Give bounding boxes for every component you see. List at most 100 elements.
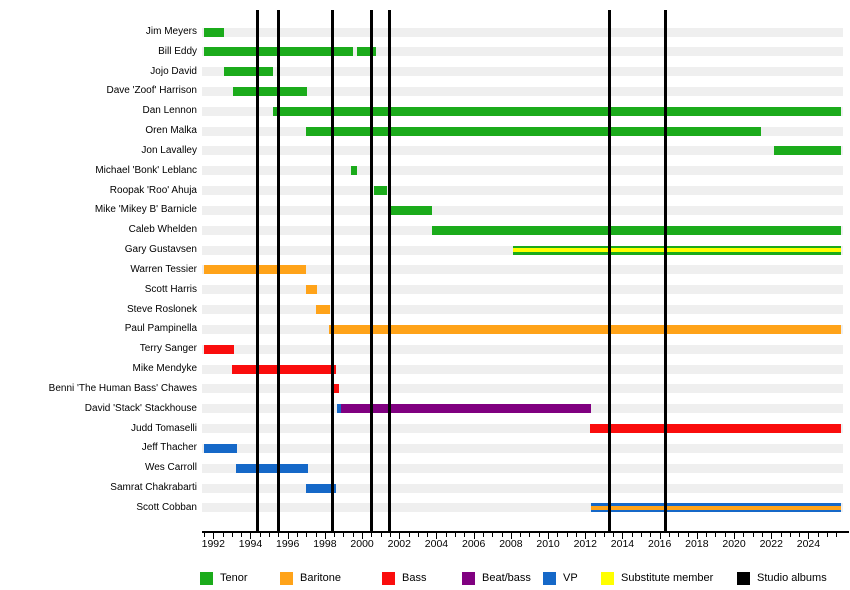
x-axis-minor-tick <box>613 533 615 537</box>
member-label: Bill Eddy <box>158 45 197 57</box>
x-axis-tick-label: 2006 <box>461 538 486 550</box>
x-axis-tick-label: 1996 <box>276 538 300 550</box>
row-background-band <box>202 384 843 394</box>
row-background-band <box>202 285 843 295</box>
x-axis-major-tick <box>324 533 326 539</box>
member-label: Jim Meyers <box>145 26 197 37</box>
x-axis-minor-tick <box>352 533 354 537</box>
row-background-band <box>202 305 843 315</box>
member-label: Jojo David <box>150 65 197 77</box>
member-label: Terry Sanger <box>139 343 197 355</box>
member-label: Judd Tomaselli <box>131 422 197 434</box>
x-axis-tick-label: 2002 <box>387 538 411 550</box>
x-axis-minor-tick <box>501 533 503 537</box>
x-axis-minor-tick <box>408 533 410 537</box>
x-axis-minor-tick <box>752 533 754 537</box>
row-background-band <box>202 166 843 176</box>
x-axis-major-tick <box>548 533 550 539</box>
member-label: Roopak 'Roo' Ahuja <box>109 184 197 196</box>
tenure-bar <box>306 285 317 295</box>
x-axis-minor-tick <box>529 533 531 537</box>
x-axis-minor-tick <box>343 533 345 537</box>
member-label: Mike Mendyke <box>132 363 197 375</box>
x-axis-major-tick <box>287 533 289 539</box>
x-axis-minor-tick <box>482 533 484 537</box>
legend-swatch-icon <box>601 572 614 585</box>
x-axis-tick-label: 2012 <box>573 538 597 550</box>
row-background-band <box>202 463 843 473</box>
tenure-bar <box>231 364 337 374</box>
x-axis-minor-tick <box>204 533 205 537</box>
tenure-bar <box>235 463 309 473</box>
x-axis-major-tick <box>659 533 661 539</box>
legend-swatch-icon <box>382 572 395 585</box>
x-axis-major-tick <box>696 533 698 539</box>
tenure-bar <box>374 186 388 196</box>
x-axis-minor-tick <box>222 533 224 537</box>
x-axis-minor-tick <box>334 533 336 537</box>
row-background-band <box>202 67 843 77</box>
x-axis-minor-tick <box>538 533 540 537</box>
x-axis-tick-label: 1998 <box>313 538 337 550</box>
x-axis-minor-tick <box>259 533 261 537</box>
row-background-band <box>202 364 843 374</box>
x-axis-minor-tick <box>557 533 559 537</box>
x-axis-tick-label: 2016 <box>647 538 672 550</box>
studio-album-line <box>663 10 667 531</box>
x-axis-major-tick <box>362 533 364 539</box>
x-axis-minor-tick <box>817 533 819 537</box>
x-axis-major-tick <box>473 533 475 539</box>
x-axis-major-tick <box>734 533 736 539</box>
substitute-stripe <box>512 248 841 253</box>
row-background-band <box>202 483 843 493</box>
x-axis-minor-tick <box>743 533 745 537</box>
x-axis-tick-label: 2014 <box>610 538 635 550</box>
legend-item-bass: Bass <box>382 572 426 585</box>
tenure-bar <box>272 106 841 116</box>
member-label: Steve Roslonek <box>126 303 197 315</box>
x-axis-minor-tick <box>650 533 652 537</box>
legend-label: Baritone <box>300 572 341 584</box>
tenure-bar <box>204 27 224 37</box>
member-label: Jon Lavalley <box>141 144 197 156</box>
x-axis-minor-tick <box>668 533 670 537</box>
x-axis-minor-tick <box>724 533 726 537</box>
member-label: Jeff Thacher <box>141 442 197 454</box>
member-label: Benni 'The Human Bass' Chawes <box>48 382 197 394</box>
x-axis-minor-tick <box>603 533 605 537</box>
x-axis-minor-tick <box>427 533 429 537</box>
row-background-band <box>202 86 843 96</box>
legend-item-studio-albums: Studio albums <box>737 572 827 585</box>
x-axis-minor-tick <box>836 533 838 537</box>
x-axis-major-tick <box>250 533 252 539</box>
studio-album-line <box>369 10 373 531</box>
x-axis-major-tick <box>771 533 773 539</box>
member-label: Dave 'Zoof' Harrison <box>106 85 197 97</box>
member-label: Gary Gustavsen <box>124 244 197 256</box>
x-axis-tick-label: 2022 <box>759 538 783 550</box>
legend-label: Substitute member <box>621 572 714 584</box>
tenure-bar <box>350 166 358 176</box>
tenure-bar <box>328 324 841 334</box>
x-axis-minor-tick <box>706 533 708 537</box>
x-axis-major-tick <box>436 533 438 539</box>
member-label: Scott Harris <box>144 283 197 295</box>
x-axis-line <box>202 531 849 533</box>
x-axis-minor-tick <box>715 533 717 537</box>
row-background-band <box>202 205 843 215</box>
x-axis-minor-tick <box>278 533 280 537</box>
studio-album-line <box>607 10 611 531</box>
legend-swatch-icon <box>280 572 293 585</box>
x-axis-minor-tick <box>687 533 689 537</box>
legend-swatch-icon <box>200 572 213 585</box>
member-label: Wes Carroll <box>144 462 197 474</box>
legend-swatch-icon <box>737 572 750 585</box>
x-axis-minor-tick <box>371 533 373 537</box>
row-background-band <box>202 186 843 196</box>
x-axis-minor-tick <box>417 533 419 537</box>
x-axis-minor-tick <box>269 533 271 537</box>
tenure-bar <box>315 305 330 315</box>
x-axis-minor-tick <box>631 533 633 537</box>
tenure-bar <box>774 146 841 156</box>
